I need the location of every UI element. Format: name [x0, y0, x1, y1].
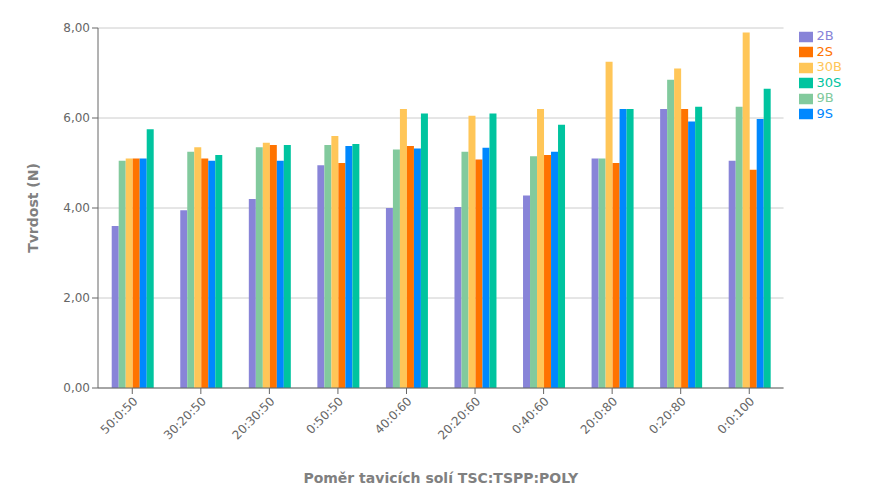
svg-text:8,00: 8,00: [63, 21, 90, 35]
svg-text:6,00: 6,00: [63, 111, 90, 125]
svg-text:40:0:60: 40:0:60: [372, 394, 415, 437]
svg-text:0:40:60: 0:40:60: [509, 394, 552, 437]
svg-text:0:50:50: 0:50:50: [303, 394, 346, 437]
svg-text:50:0:50: 50:0:50: [98, 394, 141, 437]
svg-text:2,00: 2,00: [63, 291, 90, 305]
svg-text:0,00: 0,00: [63, 381, 90, 395]
svg-text:30:20:50: 30:20:50: [161, 394, 209, 442]
svg-text:Tvrdost (N): Tvrdost (N): [25, 163, 41, 253]
svg-text:4,00: 4,00: [63, 201, 90, 215]
html-text:2S: 2S: [816, 43, 834, 59]
svg-text:20:30:50: 20:30:50: [230, 394, 278, 442]
html-text:9B: 9B: [816, 90, 834, 105]
html-text:30S: 30S: [816, 74, 842, 90]
svg-text:0:0:100: 0:0:100: [715, 394, 758, 437]
svg-text:20:20:60: 20:20:60: [435, 394, 483, 442]
html-text:9S: 9S: [816, 105, 834, 121]
svg-text:20:0:80: 20:0:80: [578, 394, 621, 437]
html-text:30B: 30B: [816, 59, 842, 74]
html-text:2B: 2B: [816, 28, 834, 43]
svg-text:0:20:80: 0:20:80: [646, 394, 689, 437]
svg-text:Poměr tavicích solí TSC:TSPP:P: Poměr tavicích solí TSC:TSPP:POLY: [303, 470, 579, 486]
